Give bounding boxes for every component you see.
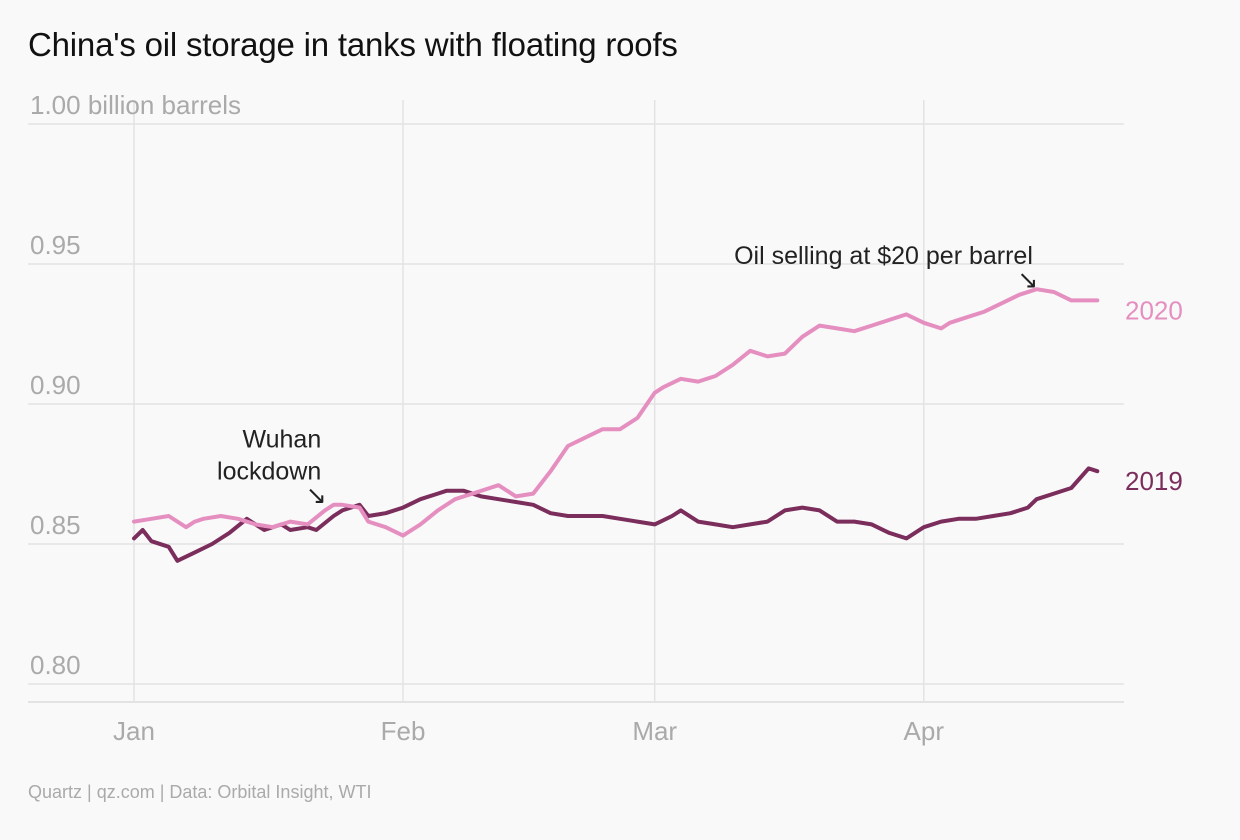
x-tick-label: Mar: [632, 716, 677, 746]
series-line-2020: [132, 287, 1100, 538]
x-gridlines: [133, 100, 925, 702]
series-label-2019: 2019: [1125, 466, 1183, 496]
series-label-2020: 2020: [1125, 295, 1183, 325]
y-gridlines: [28, 123, 1124, 703]
chart-title: China's oil storage in tanks with floati…: [28, 26, 678, 63]
annotation-text: lockdown: [217, 458, 321, 486]
series-labels: 2019 2020: [1125, 295, 1183, 496]
y-tick-label: 1.00 billion barrels: [30, 90, 241, 120]
y-tick-label: 0.90: [30, 370, 81, 400]
y-tick-label: 0.80: [30, 650, 81, 680]
y-tick-labels: 1.00 billion barrels 0.95 0.90 0.85 0.80: [30, 90, 241, 680]
annotation-arrow: ↘: [306, 482, 327, 510]
annotation-arrow: ↘: [1017, 266, 1038, 294]
series-lines: [132, 287, 1100, 563]
x-tick-label: Apr: [904, 716, 945, 746]
y-tick-label: 0.85: [30, 510, 81, 540]
x-tick-label: Feb: [381, 716, 426, 746]
x-tick-label: Jan: [113, 716, 155, 746]
annotation-text: Wuhan: [242, 426, 321, 454]
source-note: Quartz | qz.com | Data: Orbital Insight,…: [28, 782, 372, 802]
annotation-text: Oil selling at $20 per barrel: [734, 242, 1033, 270]
x-tick-labels: Jan Feb Mar Apr: [113, 716, 944, 746]
y-tick-label: 0.95: [30, 230, 81, 260]
